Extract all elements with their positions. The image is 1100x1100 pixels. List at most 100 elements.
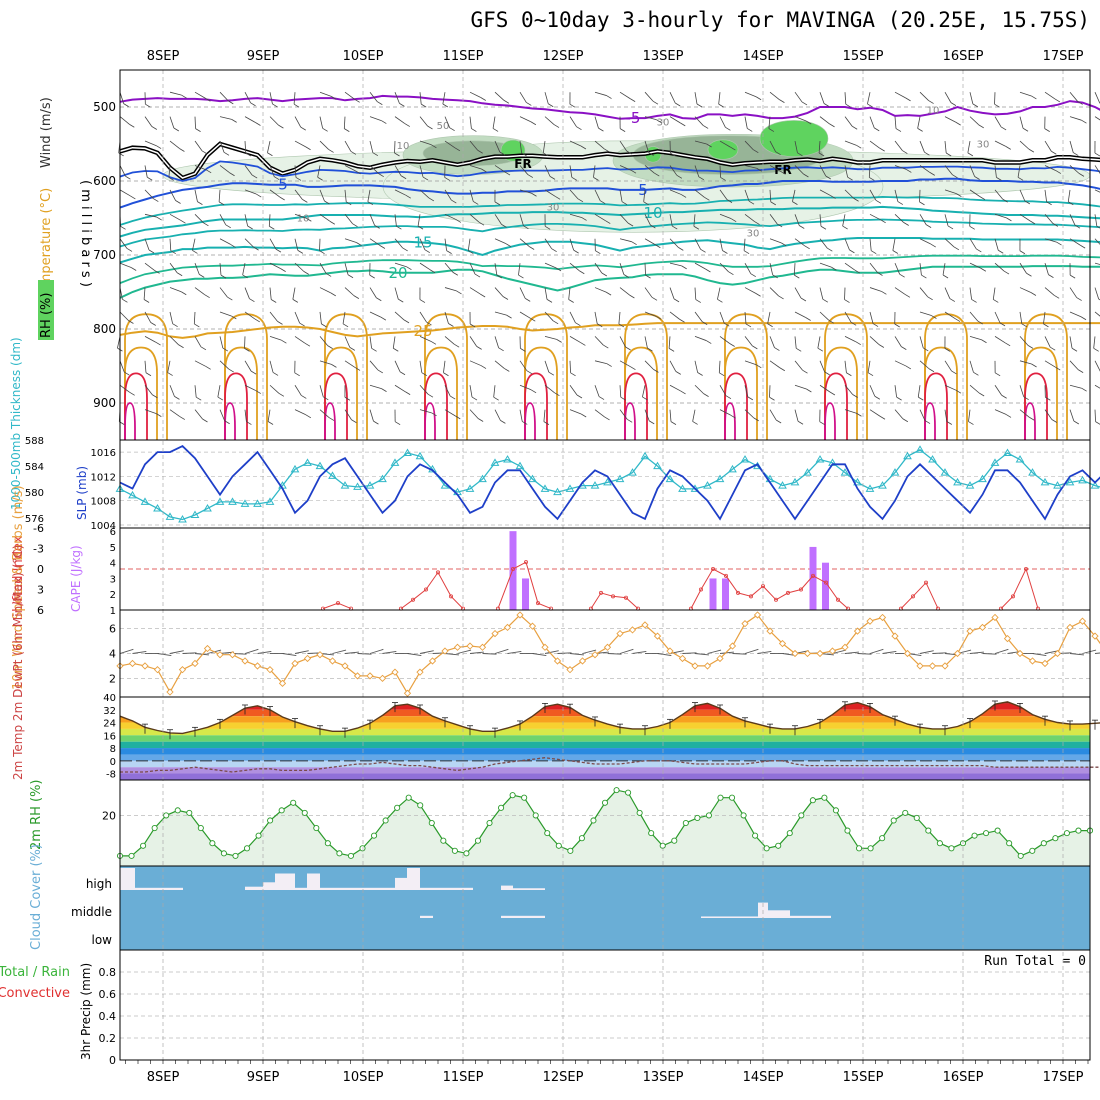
wind-barb: [1019, 360, 1032, 365]
rh2m-point: [890, 817, 897, 824]
wind10-speed-point: [966, 627, 974, 635]
wind-barb-flag: [755, 292, 761, 297]
wind-barb: [844, 116, 853, 127]
wind-barb: [144, 165, 148, 178]
wind-barb-flag: [1017, 176, 1024, 181]
cloud-block: [420, 915, 433, 918]
rh2m-point: [879, 835, 886, 842]
wind-barb-flag: [1048, 274, 1054, 278]
wind-barb-flag: [499, 151, 506, 156]
wind10-barb: [744, 648, 759, 654]
wind-barb-flag: [606, 363, 612, 367]
wind-barb-flag: [979, 196, 986, 200]
rh-contour-label: 50: [437, 121, 450, 132]
wind-barb: [1069, 165, 1080, 174]
wind-barb: [192, 238, 196, 251]
wind-barb-flag: [571, 176, 578, 181]
wind-barb: [669, 165, 678, 176]
rh2m-point: [128, 852, 135, 859]
wind-barb-flag: [595, 250, 601, 255]
wind-barb-flag: [1001, 394, 1007, 399]
wind10-speed-point: [691, 662, 699, 670]
wind10-barb: [494, 648, 509, 654]
wind-barb-flag: [455, 415, 461, 420]
wind-barb: [419, 360, 423, 373]
thickness-point: [840, 468, 850, 476]
wind-barb: [1019, 336, 1029, 346]
wind10-barb: [244, 648, 259, 654]
rh2m-point: [809, 797, 816, 804]
wind-barb-flag: [1055, 170, 1062, 174]
wind-barb: [919, 91, 929, 101]
wind-barb: [719, 213, 732, 220]
wind-barb: [994, 311, 1001, 324]
wind-barb: [419, 262, 431, 271]
wind-barb-flag: [968, 421, 974, 425]
wind-barb: [819, 214, 822, 227]
wind-barb: [994, 165, 997, 178]
wind-barb-flag: [1069, 274, 1076, 279]
wind-barb-flag: [403, 319, 410, 324]
wind-barb: [469, 287, 481, 295]
wind-barb: [319, 360, 332, 365]
wind-barb: [394, 384, 406, 392]
rh2m-point: [267, 817, 274, 824]
wind-barb-flag: [247, 225, 253, 230]
boundary-layer-contour: [924, 346, 958, 440]
wind10-speed-point: [903, 649, 912, 658]
wind-barb: [219, 360, 230, 370]
wind-barb-flag: [205, 169, 212, 174]
dewpoint-line: [120, 757, 1100, 773]
wind-barb-flag: [778, 295, 784, 300]
temp-contour-label: 15: [413, 233, 432, 251]
wind-barb-flag: [847, 176, 853, 181]
boundary-layer-contour: [424, 346, 458, 440]
wind-barb-flag: [449, 395, 456, 400]
wind-barb-flag: [120, 225, 126, 230]
wind-barb-flag: [1005, 414, 1012, 418]
boundary-layer-contour: [1024, 402, 1036, 440]
wind-barb: [519, 140, 523, 153]
rh2m-area: [120, 790, 1090, 866]
wind-barb: [1044, 238, 1057, 243]
wind-barb: [744, 409, 755, 419]
wind-barb: [1043, 311, 1046, 324]
wind-barb: [894, 262, 901, 275]
wind-barb: [194, 287, 205, 295]
wind-barb-flag: [792, 201, 798, 205]
wind-barb: [1093, 336, 1096, 349]
wind-barb-flag: [396, 225, 402, 230]
wind-barb-flag: [400, 175, 407, 180]
wind-barb-flag: [480, 97, 486, 101]
wind-barb: [693, 214, 696, 227]
thickness-point: [340, 481, 350, 489]
wind-barb-flag: [849, 249, 855, 254]
rh-contour-label: 30: [547, 203, 560, 214]
wind-barb: [1094, 238, 1100, 245]
thickness-point: [1028, 468, 1037, 476]
rh2m-point: [1017, 852, 1024, 859]
wind-barb-flag: [299, 322, 305, 327]
wind-barb-flag: [420, 103, 427, 108]
wind-barb-flag: [655, 315, 662, 320]
rh2m-point: [902, 809, 909, 816]
wind-barb-flag: [645, 274, 651, 279]
wind-barb: [894, 336, 902, 347]
cloud-block: [320, 887, 351, 890]
wind10-speed-point: [1016, 649, 1024, 658]
wind10-speed-point: [991, 613, 999, 622]
wind-barb: [769, 409, 777, 421]
thickness-point: [528, 474, 537, 483]
wind-barb: [969, 116, 980, 126]
wind-barb: [494, 140, 501, 153]
wind-barb-flag: [430, 340, 437, 345]
wind-barb-flag: [1073, 420, 1080, 425]
cape-tick-label: 4: [110, 559, 116, 570]
wind10-speed-point: [803, 649, 812, 658]
wind-barb: [294, 116, 302, 128]
thickness-point: [1078, 475, 1087, 484]
wind-barb: [444, 116, 451, 128]
wind-barb-flag: [999, 322, 1006, 327]
rh2m-point: [1052, 835, 1059, 842]
